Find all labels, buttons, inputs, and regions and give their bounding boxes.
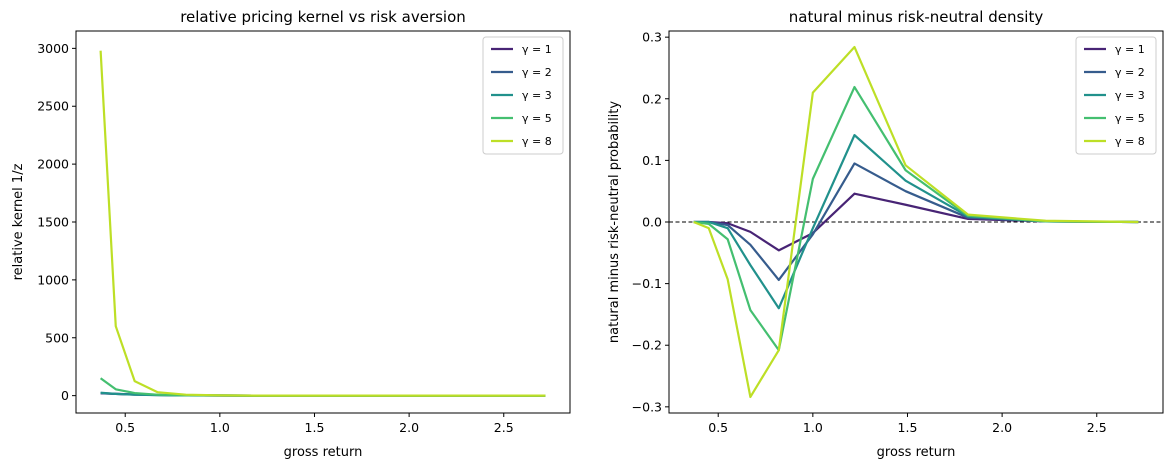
right-y-axis-label: natural minus risk-neutral probability xyxy=(607,101,622,344)
right-legend-label-gamma-5: γ = 8 xyxy=(1115,135,1145,148)
right-legend-label-gamma-3: γ = 3 xyxy=(1115,89,1145,102)
left-legend-label-gamma-3: γ = 3 xyxy=(522,89,552,102)
right-y-tick-label: 0.0 xyxy=(642,215,662,230)
left-y-tick-label: 1000 xyxy=(37,272,69,287)
right-y-tick-label: 0.2 xyxy=(642,91,662,106)
left-x-tick-label: 2.0 xyxy=(399,420,419,435)
left-legend-label-gamma-4: γ = 5 xyxy=(522,112,552,125)
right-legend-label-gamma-2: γ = 2 xyxy=(1115,66,1145,79)
left-chart-panel: relative pricing kernel vs risk aversion… xyxy=(11,8,571,460)
right-x-tick-label: 0.5 xyxy=(708,420,728,435)
right-y-tick-label: −0.2 xyxy=(632,338,662,353)
right-legend-box xyxy=(1075,36,1157,155)
right-series-line-gamma-4 xyxy=(693,85,1139,352)
right-chart-title: natural minus risk-neutral density xyxy=(789,8,1044,26)
left-legend-label-gamma-2: γ = 2 xyxy=(522,66,552,79)
right-legend-label-gamma-4: γ = 5 xyxy=(1115,112,1145,125)
left-y-tick-label: 0 xyxy=(61,388,69,403)
left-legend-box xyxy=(482,36,564,155)
right-x-tick-label: 2.0 xyxy=(992,420,1012,435)
left-x-tick-label: 2.5 xyxy=(494,420,514,435)
left-legend-label-gamma-1: γ = 1 xyxy=(522,43,552,56)
right-x-tick-label: 1.0 xyxy=(803,420,823,435)
left-x-tick-label: 0.5 xyxy=(115,420,135,435)
right-y-tick-label: −0.1 xyxy=(632,276,662,291)
left-y-tick-label: 1500 xyxy=(37,215,69,230)
right-x-tick-label: 2.5 xyxy=(1087,420,1107,435)
left-y-tick-label: 2000 xyxy=(37,157,69,172)
right-x-tick-label: 1.5 xyxy=(898,420,918,435)
left-y-tick-label: 2500 xyxy=(37,99,69,114)
right-series-line-gamma-5 xyxy=(693,45,1139,399)
right-x-axis-label: gross return xyxy=(877,445,956,460)
left-y-tick-label: 3000 xyxy=(37,41,69,56)
left-x-tick-label: 1.5 xyxy=(305,420,325,435)
right-y-tick-label: 0.3 xyxy=(642,30,662,45)
left-chart-title: relative pricing kernel vs risk aversion xyxy=(180,8,466,26)
left-series-line-gamma-5 xyxy=(99,50,546,397)
left-y-axis-label: relative kernel 1/z xyxy=(11,163,26,280)
left-x-axis-label: gross return xyxy=(284,445,363,460)
right-y-tick-label: −0.3 xyxy=(632,399,662,414)
left-legend-label-gamma-5: γ = 8 xyxy=(522,135,552,148)
left-y-tick-label: 500 xyxy=(45,330,69,345)
left-x-tick-label: 1.0 xyxy=(210,420,230,435)
right-chart-panel: natural minus risk-neutral density 0.5 1.0… xyxy=(607,8,1164,460)
right-legend-label-gamma-1: γ = 1 xyxy=(1115,43,1145,56)
right-y-tick-label: 0.1 xyxy=(642,153,662,168)
